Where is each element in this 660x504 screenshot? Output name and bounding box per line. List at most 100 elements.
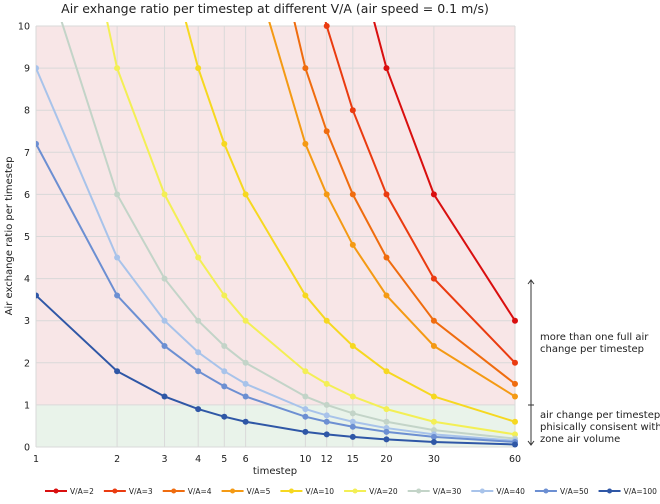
data-point bbox=[323, 128, 330, 135]
y-tick-label: 3 bbox=[24, 316, 30, 327]
data-point bbox=[430, 418, 437, 425]
data-point bbox=[114, 292, 121, 299]
data-point bbox=[349, 433, 356, 440]
y-tick-label: 5 bbox=[24, 232, 30, 243]
data-point bbox=[383, 254, 390, 261]
data-point bbox=[383, 191, 390, 198]
annotation-lower-line-1: air change per timestep bbox=[540, 410, 660, 421]
data-point bbox=[323, 317, 330, 324]
data-point bbox=[242, 359, 249, 366]
series-line-V/A=5 bbox=[268, 22, 516, 398]
legend-label: V/A=5 bbox=[247, 487, 271, 496]
data-point bbox=[302, 406, 309, 413]
data-point bbox=[512, 431, 518, 438]
series-line-V/A=2 bbox=[373, 22, 516, 322]
annotation-upper-line-2: change per timestep bbox=[540, 344, 644, 355]
y-tick-label: 8 bbox=[24, 106, 30, 117]
data-point bbox=[221, 342, 228, 349]
data-point bbox=[512, 393, 518, 400]
data-point bbox=[430, 393, 437, 400]
data-point bbox=[242, 393, 249, 400]
series-line-V/A=3 bbox=[324, 22, 516, 364]
data-point bbox=[323, 191, 330, 198]
data-point bbox=[302, 65, 309, 72]
series-line-V/A=10 bbox=[184, 22, 516, 423]
y-tick-label: 1 bbox=[24, 400, 30, 411]
x-tick-label: 4 bbox=[195, 454, 201, 465]
legend-label: V/A=40 bbox=[496, 487, 525, 496]
legend-marker bbox=[230, 488, 236, 494]
data-point bbox=[430, 438, 437, 445]
x-tick-label: 15 bbox=[347, 454, 359, 465]
chart-title: Air exhange ratio per timestep at differ… bbox=[61, 1, 489, 16]
data-point bbox=[221, 140, 228, 147]
x-tick-label: 30 bbox=[428, 454, 440, 465]
legend-label: V/A=4 bbox=[188, 487, 212, 496]
legend-marker bbox=[543, 488, 549, 494]
data-point bbox=[349, 393, 356, 400]
x-tick-label: 6 bbox=[243, 454, 249, 465]
data-point bbox=[383, 65, 390, 72]
series-group bbox=[36, 22, 518, 448]
x-tick-label: 12 bbox=[321, 454, 333, 465]
series-line-V/A=50 bbox=[36, 143, 516, 443]
data-point bbox=[512, 317, 518, 324]
legend-label: V/A=20 bbox=[369, 487, 398, 496]
data-point bbox=[323, 412, 330, 419]
y-axis-label: Air exchange ratio per timestep bbox=[4, 157, 15, 316]
data-point bbox=[383, 406, 390, 413]
data-point bbox=[195, 349, 202, 356]
data-point bbox=[242, 191, 249, 198]
data-point bbox=[323, 418, 330, 425]
data-point bbox=[383, 368, 390, 375]
data-point bbox=[221, 292, 228, 299]
data-point bbox=[114, 191, 121, 198]
data-point bbox=[242, 380, 249, 387]
series-line-V/A=40 bbox=[36, 67, 516, 442]
legend-label: V/A=2 bbox=[70, 487, 94, 496]
y-tick-label: 0 bbox=[24, 443, 30, 454]
data-point bbox=[383, 428, 390, 435]
data-point bbox=[430, 342, 437, 349]
background-region-0 bbox=[36, 26, 515, 405]
data-point bbox=[195, 65, 202, 72]
legend-label: V/A=3 bbox=[129, 487, 153, 496]
arrow-head-bottom-icon bbox=[527, 440, 535, 446]
y-tick-label: 10 bbox=[18, 22, 30, 33]
series-line-V/A=20 bbox=[106, 22, 516, 436]
data-point bbox=[114, 368, 121, 375]
data-point bbox=[512, 380, 518, 387]
data-point bbox=[221, 383, 228, 390]
data-point bbox=[195, 317, 202, 324]
data-point bbox=[323, 23, 330, 29]
annotations: more than one full air change per timest… bbox=[527, 279, 660, 446]
annotation-upper-line-1: more than one full air bbox=[540, 332, 649, 343]
data-point bbox=[430, 427, 437, 434]
legend-label: V/A=100 bbox=[624, 487, 658, 496]
data-point bbox=[36, 140, 39, 147]
legend: V/A=2 V/A=3 V/A=4 V/A=5 V/A=10 V/A=20 V/A=30 V/… bbox=[45, 487, 657, 496]
legend-marker bbox=[479, 488, 485, 494]
y-tick-label: 2 bbox=[24, 358, 30, 369]
data-point bbox=[36, 292, 39, 299]
data-point bbox=[512, 359, 518, 366]
data-point bbox=[302, 140, 309, 147]
data-point bbox=[161, 342, 168, 349]
data-point bbox=[161, 275, 168, 282]
data-point bbox=[383, 418, 390, 425]
data-point bbox=[302, 413, 309, 420]
series-line-V/A=4 bbox=[293, 22, 516, 385]
data-point bbox=[242, 317, 249, 324]
data-point bbox=[323, 431, 330, 438]
data-point bbox=[302, 292, 309, 299]
data-point bbox=[349, 107, 356, 114]
data-point bbox=[161, 393, 168, 400]
x-tick-label: 5 bbox=[221, 454, 227, 465]
data-point bbox=[349, 410, 356, 417]
data-point bbox=[430, 191, 437, 198]
data-point bbox=[302, 428, 309, 435]
data-point bbox=[430, 433, 437, 440]
x-tick-label: 3 bbox=[162, 454, 168, 465]
